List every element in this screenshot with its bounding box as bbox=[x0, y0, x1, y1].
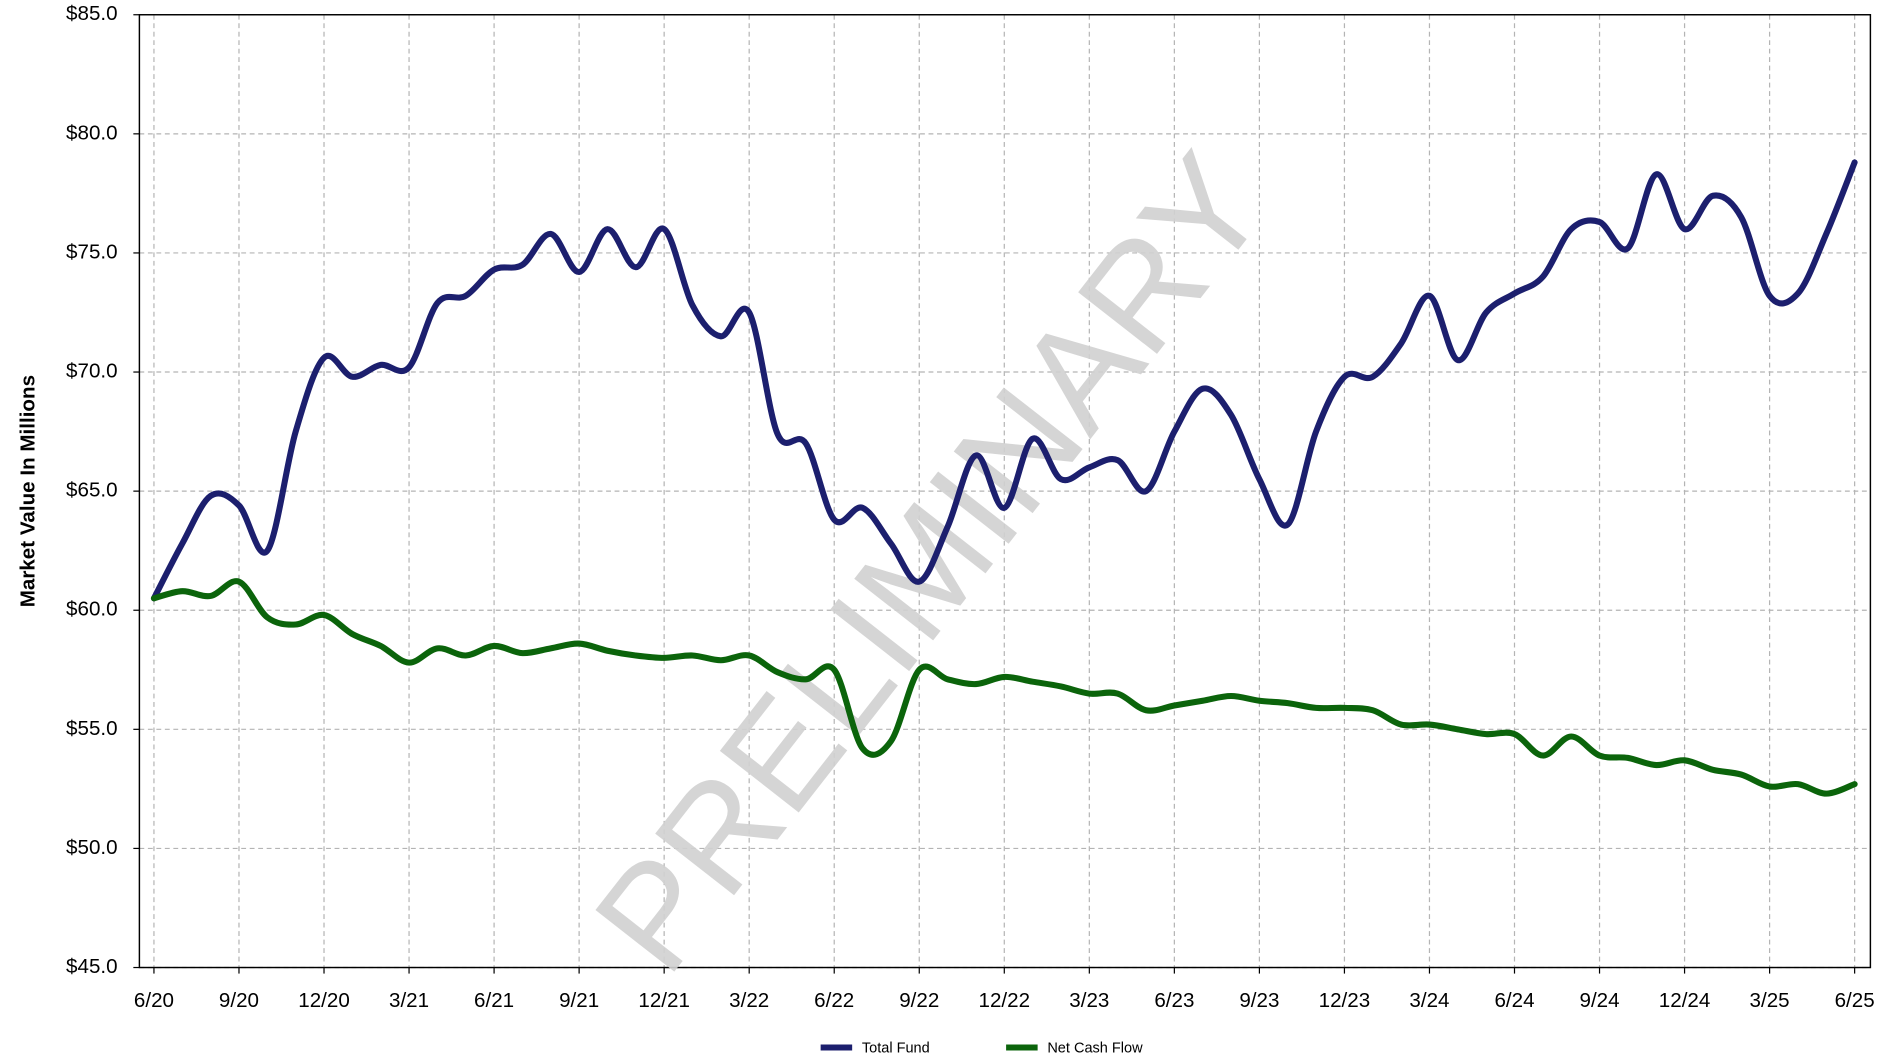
series-line bbox=[150, 159, 1858, 602]
y-tick-label: $80.0 bbox=[66, 121, 118, 144]
series-line bbox=[150, 578, 1858, 797]
x-tick-label: 6/21 bbox=[474, 989, 514, 1012]
y-tick-label: $85.0 bbox=[66, 2, 118, 25]
x-tick-label: 3/24 bbox=[1409, 989, 1449, 1012]
y-tick-label: $65.0 bbox=[66, 479, 118, 502]
x-tick-label: 6/24 bbox=[1494, 989, 1534, 1012]
x-tick-label: 6/22 bbox=[814, 989, 854, 1012]
y-tick-label: $45.0 bbox=[66, 955, 118, 978]
x-tick-label: 12/21 bbox=[638, 989, 690, 1012]
y-axis-label: Market Value In Millions bbox=[17, 375, 40, 607]
legend-item: Net Cash Flow bbox=[1006, 1041, 1143, 1055]
x-tick-label: 9/22 bbox=[899, 989, 939, 1012]
x-tick-label: 3/25 bbox=[1750, 989, 1790, 1012]
x-tick-label: 9/20 bbox=[219, 989, 259, 1012]
x-tick-label: 9/21 bbox=[559, 989, 599, 1012]
x-tick-label: 12/20 bbox=[298, 989, 350, 1012]
legend-label: Net Cash Flow bbox=[1047, 1041, 1143, 1055]
x-tick-label: 3/21 bbox=[389, 989, 429, 1012]
x-tick-label: 9/23 bbox=[1239, 989, 1279, 1012]
x-tick-label: 6/25 bbox=[1835, 989, 1875, 1012]
legend-item: Total Fund bbox=[820, 1041, 930, 1055]
legend-label: Total Fund bbox=[862, 1041, 930, 1055]
y-tick-label: $55.0 bbox=[66, 717, 118, 740]
x-tick-label: 12/23 bbox=[1319, 989, 1371, 1012]
x-tick-label: 12/22 bbox=[979, 989, 1031, 1012]
x-tick-label: 3/22 bbox=[729, 989, 769, 1012]
x-tick-label: 3/23 bbox=[1069, 989, 1109, 1012]
y-tick-label: $75.0 bbox=[66, 240, 118, 263]
y-tick-label: $70.0 bbox=[66, 359, 118, 382]
plot-frame bbox=[138, 14, 1872, 969]
x-tick-label: 12/24 bbox=[1659, 989, 1711, 1012]
x-tick-label: 6/23 bbox=[1154, 989, 1194, 1012]
x-tick-label: 9/24 bbox=[1579, 989, 1619, 1012]
y-tick-label: $60.0 bbox=[66, 598, 118, 621]
y-tick-label: $50.0 bbox=[66, 836, 118, 859]
x-tick-label: 6/20 bbox=[134, 989, 174, 1012]
